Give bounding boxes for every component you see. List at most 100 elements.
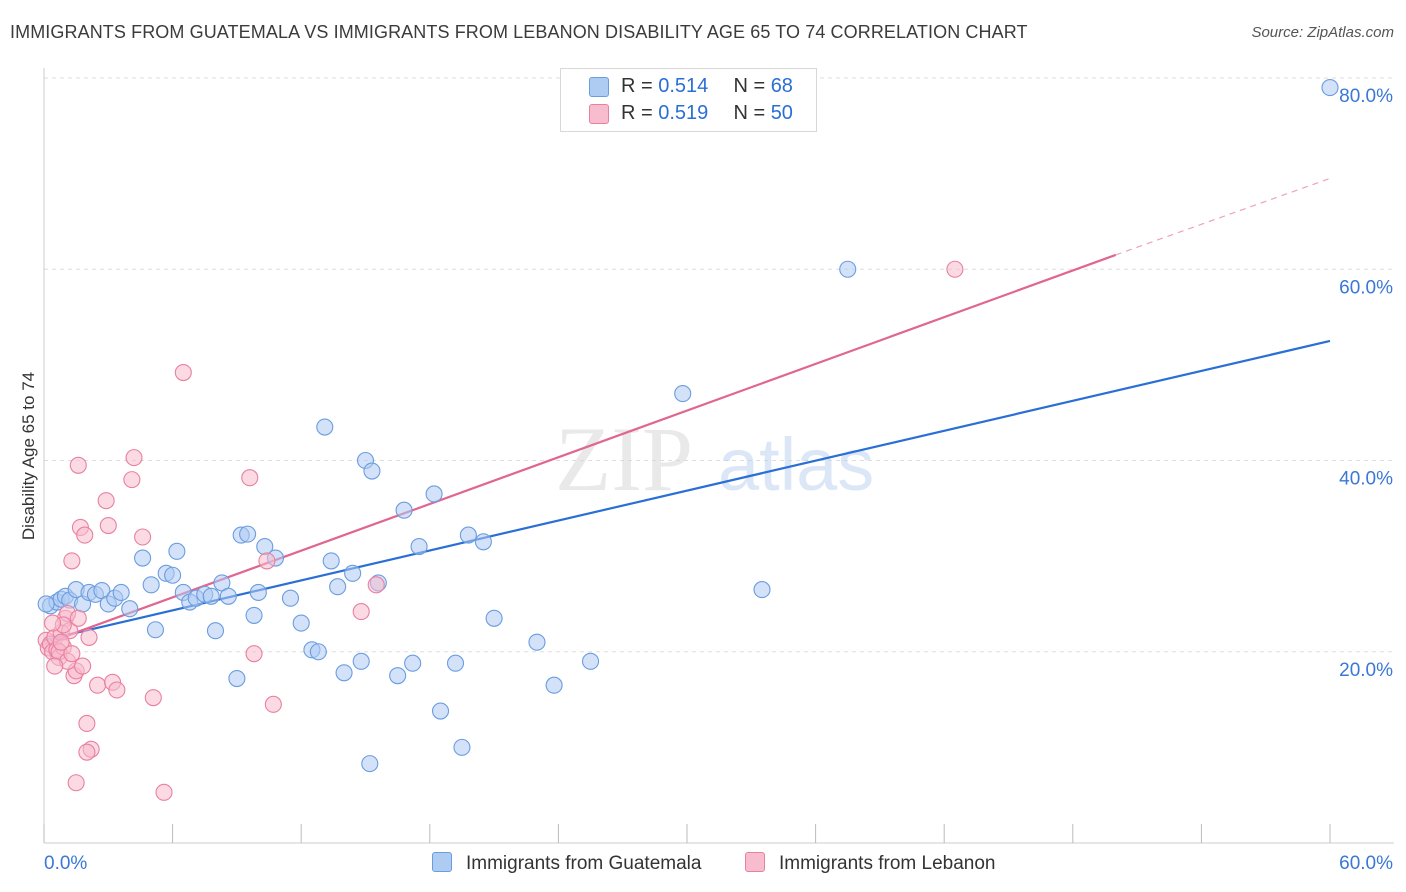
point-guatemala: [134, 549, 152, 567]
point-guatemala: [168, 542, 186, 560]
bottom-legend-label-guatemala: Immigrants from Guatemala: [466, 853, 702, 874]
point-lebanon: [352, 603, 370, 621]
chart-title: IMMIGRANTS FROM GUATEMALA VS IMMIGRANTS …: [10, 22, 1028, 42]
grid-lines: [44, 77, 1394, 653]
tick-labels: 20.0% 40.0% 60.0% 80.0% 0.0% 60.0%: [44, 86, 1393, 874]
point-lebanon: [99, 516, 117, 535]
legend-n-label: N =: [733, 75, 766, 97]
point-guatemala: [474, 533, 492, 551]
trend-line-guatemala: [43, 339, 1331, 642]
bottom-legend-label-lebanon: Immigrants from Lebanon: [779, 853, 996, 874]
point-lebanon: [125, 449, 143, 467]
point-lebanon: [76, 526, 94, 544]
point-lebanon: [258, 552, 276, 570]
point-guatemala: [202, 587, 220, 605]
axes: [43, 68, 1394, 844]
legend-swatch-guatemala: [589, 77, 609, 97]
point-guatemala: [37, 595, 55, 613]
point-lebanon: [245, 645, 263, 663]
point-guatemala: [219, 587, 237, 605]
point-lebanon: [69, 456, 87, 474]
point-lebanon: [78, 714, 96, 733]
x-tick-label: 0.0%: [44, 853, 87, 874]
y-tick-label: 20.0%: [1339, 660, 1393, 681]
point-guatemala: [363, 462, 381, 480]
bottom-legend-swatch-lebanon: [745, 852, 765, 872]
point-guatemala: [146, 621, 165, 639]
point-guatemala: [410, 538, 428, 556]
point-guatemala: [425, 485, 443, 503]
x-tick-label: 60.0%: [1339, 853, 1393, 874]
point-lebanon: [46, 657, 64, 675]
point-lebanon: [97, 492, 115, 510]
point-guatemala: [245, 606, 263, 624]
data-points: [37, 79, 1339, 801]
legend-swatch-lebanon: [589, 104, 609, 124]
point-guatemala: [292, 614, 310, 632]
y-tick-label: 80.0%: [1339, 86, 1393, 107]
legend-n-label: N =: [733, 102, 766, 124]
point-guatemala: [446, 654, 465, 672]
bottom-legend-swatch-guatemala: [432, 852, 452, 872]
point-lebanon: [144, 689, 162, 707]
point-lebanon: [63, 552, 81, 570]
point-lebanon: [174, 363, 192, 382]
point-guatemala: [206, 622, 225, 640]
point-guatemala: [239, 525, 257, 543]
point-guatemala: [453, 738, 471, 756]
legend-n-value: 68: [770, 75, 793, 97]
point-guatemala: [389, 667, 407, 685]
point-guatemala: [1321, 79, 1339, 97]
point-guatemala: [459, 526, 477, 544]
point-guatemala: [335, 664, 353, 682]
point-lebanon: [89, 676, 107, 694]
point-guatemala: [674, 385, 692, 403]
point-lebanon: [44, 614, 62, 632]
point-guatemala: [344, 564, 362, 582]
point-guatemala: [142, 576, 160, 594]
bottom-legend-lebanon: Immigrants from Lebanon: [745, 852, 996, 875]
point-guatemala: [228, 669, 246, 688]
point-lebanon: [134, 528, 152, 546]
point-guatemala: [121, 600, 139, 618]
point-lebanon: [78, 743, 96, 761]
trend-line-lebanon: [43, 253, 1117, 646]
point-lebanon: [264, 695, 282, 713]
point-guatemala: [545, 676, 563, 694]
point-guatemala: [322, 552, 340, 570]
point-lebanon: [946, 260, 964, 278]
y-tick-label: 40.0%: [1339, 469, 1393, 490]
point-guatemala: [281, 589, 300, 607]
point-lebanon: [52, 633, 70, 651]
point-lebanon: [367, 576, 385, 594]
point-guatemala: [395, 501, 413, 519]
point-lebanon: [63, 645, 81, 663]
point-guatemala: [839, 260, 857, 278]
point-guatemala: [112, 583, 130, 602]
point-lebanon: [80, 628, 98, 646]
point-guatemala: [361, 755, 379, 773]
point-guatemala: [329, 578, 347, 596]
point-guatemala: [309, 643, 327, 661]
legend-r-value: 0.519: [658, 102, 709, 124]
point-guatemala: [249, 583, 267, 602]
legend: R = 0.514 N = 68 R = 0.519 N = 50: [560, 68, 817, 132]
point-lebanon: [155, 783, 173, 801]
point-lebanon: [241, 469, 259, 487]
y-axis-label: Disability Age 65 to 74: [19, 372, 38, 540]
legend-r-label: R =: [621, 75, 653, 97]
point-guatemala: [164, 566, 182, 584]
source-label: Source: ZipAtlas.com: [1251, 24, 1394, 41]
point-guatemala: [316, 418, 334, 436]
point-guatemala: [528, 633, 546, 651]
point-guatemala: [352, 652, 370, 670]
legend-r-value: 0.514: [658, 75, 709, 97]
point-lebanon: [69, 609, 87, 627]
legend-r-label: R =: [621, 102, 653, 124]
legend-n-value: 50: [770, 102, 793, 124]
bottom-legend-guatemala: Immigrants from Guatemala: [432, 852, 701, 875]
point-lebanon: [123, 471, 141, 489]
point-guatemala: [404, 654, 422, 672]
point-guatemala: [485, 609, 503, 627]
